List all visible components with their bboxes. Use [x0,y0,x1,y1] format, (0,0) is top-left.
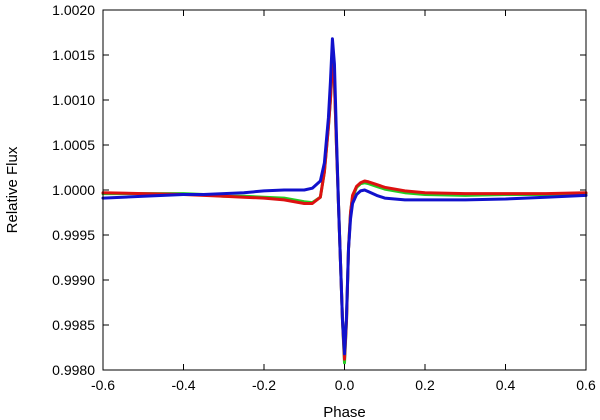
x-tick-label-0: -0.6 [91,377,115,393]
y-tick-label-7: 1.0015 [52,47,95,63]
x-tick-label-4: 0.2 [415,377,435,393]
y-tick-label-4: 1.0000 [52,182,95,198]
y-tick-label-5: 1.0005 [52,137,95,153]
series-line-1 [101,60,588,361]
ticks-layer: -0.6 -0.4 -0.2 0.0 0.2 0.4 0.6 0.9980 0.9985 0.99… [52,2,596,393]
plot-frame [102,9,587,371]
series-line-0 [101,64,588,365]
series-line-2 [101,37,588,356]
series-layer [101,37,588,365]
x-tick-label-3: 0.0 [335,377,355,393]
y-tick-label-0: 0.9980 [52,362,95,378]
y-tick-label-8: 1.0020 [52,2,95,18]
y-tick-label-6: 1.0010 [52,92,95,108]
y-axis-title: Relative Flux [4,146,21,233]
x-tick-label-6: 0.6 [576,377,596,393]
y-tick-label-3: 0.9995 [52,227,95,243]
y-tick-label-1: 0.9985 [52,317,95,333]
x-tick-label-5: 0.4 [496,377,516,393]
x-tick-label-2: -0.2 [252,377,276,393]
x-tick-label-1: -0.4 [171,377,195,393]
x-axis-title: Phase [323,404,366,420]
y-tick-label-2: 0.9990 [52,272,95,288]
